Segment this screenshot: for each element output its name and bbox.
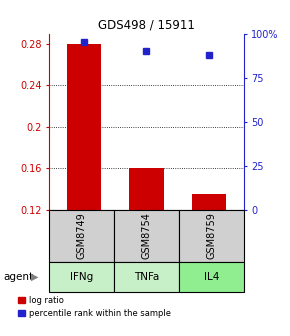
Text: agent: agent (3, 272, 33, 282)
Text: ▶: ▶ (31, 272, 39, 282)
Text: IFNg: IFNg (70, 272, 93, 282)
Bar (49, 262, 114, 292)
Title: GDS498 / 15911: GDS498 / 15911 (98, 18, 195, 31)
Legend: log ratio, percentile rank within the sample: log ratio, percentile rank within the sa… (14, 292, 174, 321)
Text: IL4: IL4 (204, 272, 219, 282)
Bar (129, 168, 164, 210)
Text: GSM8749: GSM8749 (77, 213, 87, 259)
Bar (179, 210, 244, 262)
Bar (114, 210, 179, 262)
Bar (66, 44, 101, 210)
Bar (114, 262, 179, 292)
Text: GSM8759: GSM8759 (206, 213, 216, 259)
Bar (49, 210, 114, 262)
Text: TNFa: TNFa (134, 272, 159, 282)
Bar (179, 262, 244, 292)
Text: GSM8754: GSM8754 (142, 213, 151, 259)
Bar (192, 195, 226, 210)
